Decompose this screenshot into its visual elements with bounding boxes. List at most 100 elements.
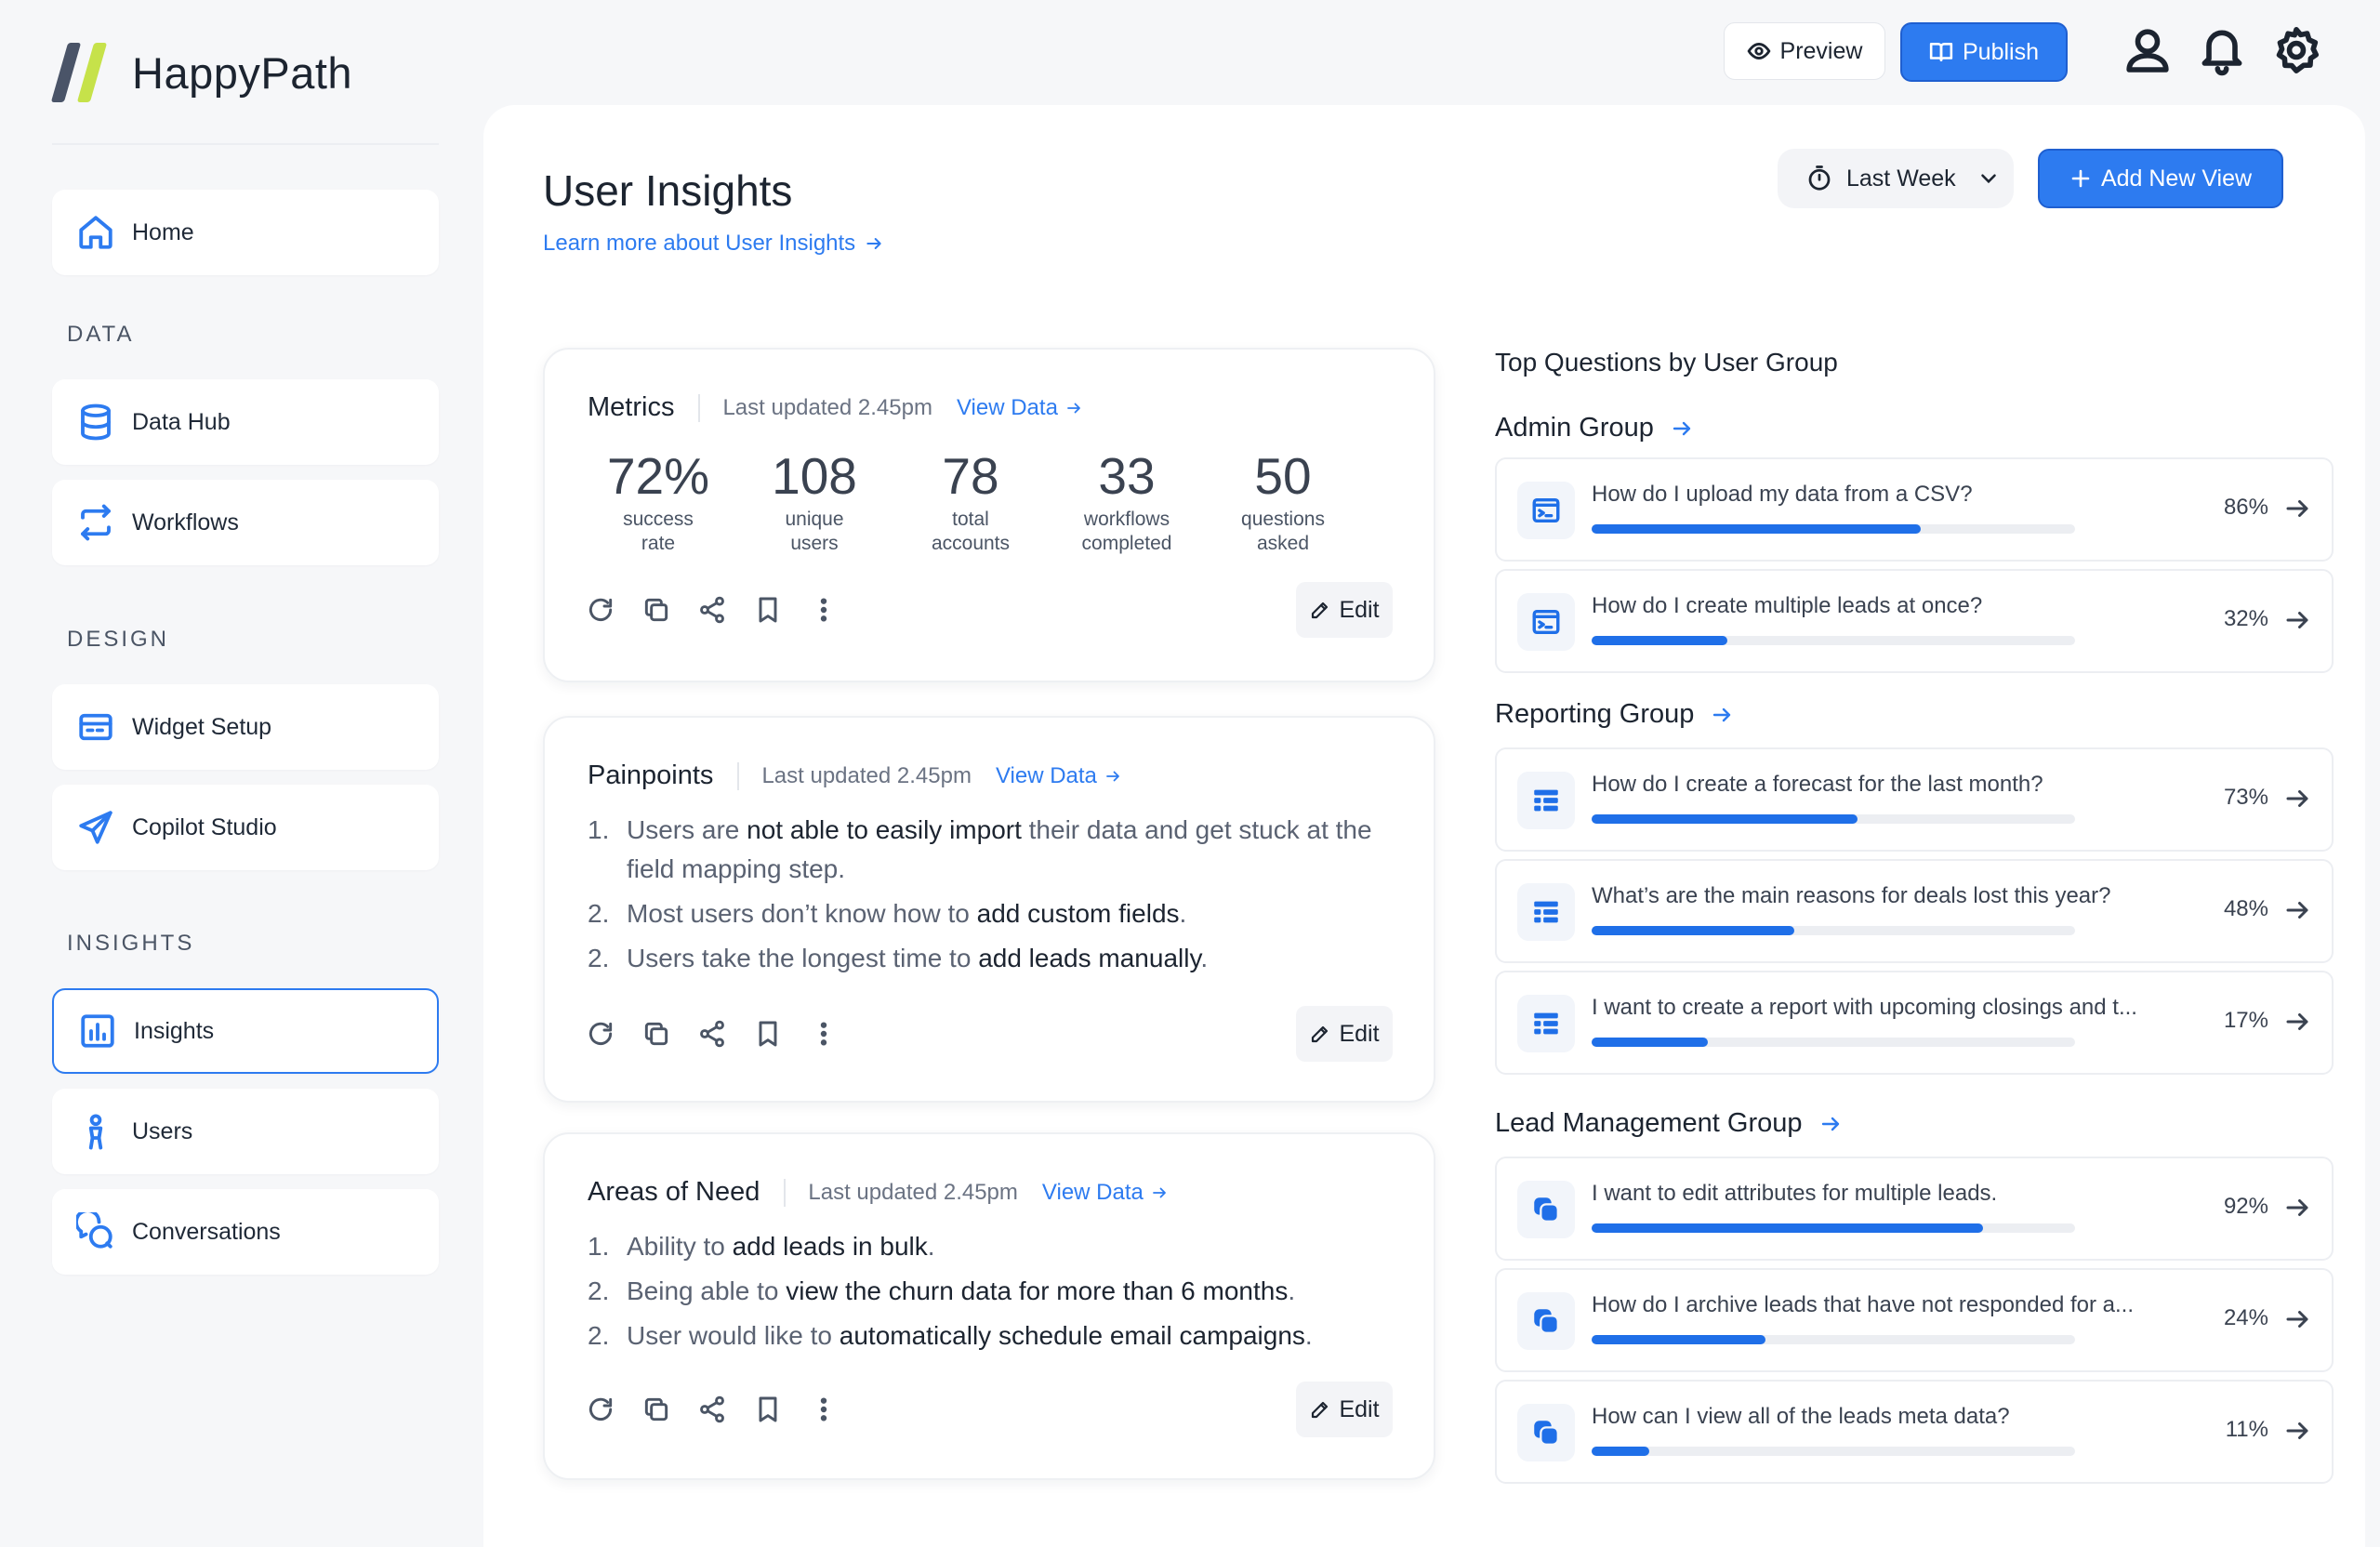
question-progress-track xyxy=(1592,926,2075,935)
edit-button[interactable]: Edit xyxy=(1296,1006,1393,1062)
profile-icon[interactable] xyxy=(2122,24,2174,76)
card-toolbar xyxy=(586,1395,839,1424)
date-range-value: Last Week xyxy=(1846,165,1956,192)
chevron-down-icon xyxy=(1980,174,1996,184)
arrow-right-icon xyxy=(866,238,881,249)
arrow-right-icon[interactable] xyxy=(2283,1417,2311,1445)
arrow-right-icon[interactable] xyxy=(2283,896,2311,924)
top-questions-title: Top Questions by User Group xyxy=(1495,348,1838,377)
question-card[interactable]: What’s are the main reasons for deals lo… xyxy=(1495,859,2334,963)
sidebar-item-users[interactable]: Users xyxy=(52,1089,439,1174)
copy-icon[interactable] xyxy=(641,1019,671,1049)
sidebar-item-label: Conversations xyxy=(132,1218,281,1245)
question-text: What’s are the main reasons for deals lo… xyxy=(1592,883,2111,908)
question-progress-track xyxy=(1592,636,2075,645)
refresh-icon[interactable] xyxy=(586,1019,615,1049)
sidebar-item-widget-setup[interactable]: Widget Setup xyxy=(52,684,439,770)
edit-label: Edit xyxy=(1339,1395,1380,1422)
terminal-window-icon xyxy=(1517,482,1575,539)
question-card[interactable]: I want to create a report with upcoming … xyxy=(1495,971,2334,1075)
sidebar-item-data-hub[interactable]: Data Hub xyxy=(52,379,439,465)
question-progress-fill xyxy=(1592,636,1727,645)
question-card[interactable]: How do I create a forecast for the last … xyxy=(1495,747,2334,852)
arrow-right-icon xyxy=(1106,771,1119,781)
sidebar-item-label: Home xyxy=(132,218,194,245)
view-data-link[interactable]: View Data xyxy=(1042,1180,1168,1206)
sidebar-item-workflows[interactable]: Workflows xyxy=(52,480,439,565)
areas-of-need-card: Areas of Need Last updated 2.45pm View D… xyxy=(543,1132,1435,1480)
refresh-icon[interactable] xyxy=(586,595,615,625)
edit-button[interactable]: Edit xyxy=(1296,1382,1393,1437)
last-updated: Last updated 2.45pm xyxy=(808,1179,1018,1205)
edit-label: Edit xyxy=(1339,1020,1380,1047)
share-icon[interactable] xyxy=(697,1395,727,1424)
bookmark-icon[interactable] xyxy=(753,1019,783,1049)
eye-icon xyxy=(1747,43,1770,60)
view-data-link[interactable]: View Data xyxy=(957,395,1082,421)
gear-icon[interactable] xyxy=(2270,24,2322,76)
view-data-link[interactable]: View Data xyxy=(996,763,1121,789)
preview-button[interactable]: Preview xyxy=(1724,22,1885,80)
add-new-view-button[interactable]: Add New View xyxy=(2038,149,2283,208)
learn-more-link[interactable]: Learn more about User Insights xyxy=(543,231,883,257)
question-progress-track xyxy=(1592,524,2075,534)
sidebar-section-data: DATA xyxy=(67,322,135,347)
arrow-right-icon[interactable] xyxy=(2283,1008,2311,1036)
app-logo[interactable]: HappyPath xyxy=(50,41,352,104)
card-title: Painpoints xyxy=(588,760,714,790)
arrow-right-icon[interactable] xyxy=(2283,606,2311,634)
question-percent: 92% xyxy=(2223,1194,2268,1219)
share-icon[interactable] xyxy=(697,1019,727,1049)
home-icon xyxy=(79,216,112,249)
question-card[interactable]: I want to edit attributes for multiple l… xyxy=(1495,1157,2334,1261)
sidebar-item-copilot-studio[interactable]: Copilot Studio xyxy=(52,785,439,870)
arrow-right-icon[interactable] xyxy=(2283,785,2311,813)
edit-button[interactable]: Edit xyxy=(1296,582,1393,638)
bookmark-icon[interactable] xyxy=(753,595,783,625)
arrow-right-icon[interactable] xyxy=(2283,1194,2311,1222)
card-toolbar xyxy=(586,1019,839,1049)
group-title-admin[interactable]: Admin Group xyxy=(1495,413,1693,443)
date-range-dropdown[interactable]: Last Week xyxy=(1778,149,2014,208)
bookmark-icon[interactable] xyxy=(753,1395,783,1424)
sidebar-item-conversations[interactable]: Conversations xyxy=(52,1189,439,1275)
more-vertical-icon[interactable] xyxy=(809,1395,839,1424)
card-title: Metrics xyxy=(588,392,675,422)
bell-icon[interactable] xyxy=(2196,24,2248,76)
header-divider xyxy=(784,1178,787,1207)
metric-label: total xyxy=(952,509,989,530)
copy-icon[interactable] xyxy=(641,595,671,625)
table-layout-icon xyxy=(1517,772,1575,829)
list-number: 2. xyxy=(588,1276,610,1305)
list-text: Most users don’t know how to add custom … xyxy=(627,899,1187,928)
sidebar-item-label: Users xyxy=(132,1117,193,1144)
question-card[interactable]: How do I archive leads that have not res… xyxy=(1495,1268,2334,1372)
card-header: Areas of Need Last updated 2.45pm View D… xyxy=(588,1177,1168,1208)
copy-icon[interactable] xyxy=(641,1395,671,1424)
refresh-icon[interactable] xyxy=(586,1395,615,1424)
metric-unique-users: 108 unique users xyxy=(736,446,892,554)
sidebar-item-home[interactable]: Home xyxy=(52,190,439,275)
share-icon[interactable] xyxy=(697,595,727,625)
metric-questions-asked: 50 questions asked xyxy=(1205,446,1361,554)
publish-button[interactable]: Publish xyxy=(1900,22,2068,82)
stacked-pages-icon xyxy=(1517,1181,1575,1238)
stopwatch-icon xyxy=(1808,165,1831,191)
more-vertical-icon[interactable] xyxy=(809,595,839,625)
list-text: Ability to add leads in bulk. xyxy=(627,1232,935,1261)
group-title-reporting[interactable]: Reporting Group xyxy=(1495,699,1733,730)
group-title-lead-management[interactable]: Lead Management Group xyxy=(1495,1108,1842,1139)
more-vertical-icon[interactable] xyxy=(809,1019,839,1049)
arrow-right-icon[interactable] xyxy=(2283,1305,2311,1333)
question-card[interactable]: How do I upload my data from a CSV? 86% xyxy=(1495,457,2334,562)
painpoints-card: Painpoints Last updated 2.45pm View Data… xyxy=(543,716,1435,1103)
painpoints-list: 1. Users are not able to easily import th… xyxy=(588,811,1406,984)
list-item: 2. Being able to view the churn data for … xyxy=(588,1272,1406,1311)
sidebar-item-label: Workflows xyxy=(132,509,239,536)
workflow-arrows-icon xyxy=(81,504,111,541)
edit-label: Edit xyxy=(1339,596,1380,623)
arrow-right-icon[interactable] xyxy=(2283,495,2311,522)
sidebar-item-insights[interactable]: Insights xyxy=(52,988,439,1074)
question-card[interactable]: How do I create multiple leads at once? 3… xyxy=(1495,569,2334,673)
question-card[interactable]: How can I view all of the leads meta dat… xyxy=(1495,1380,2334,1484)
